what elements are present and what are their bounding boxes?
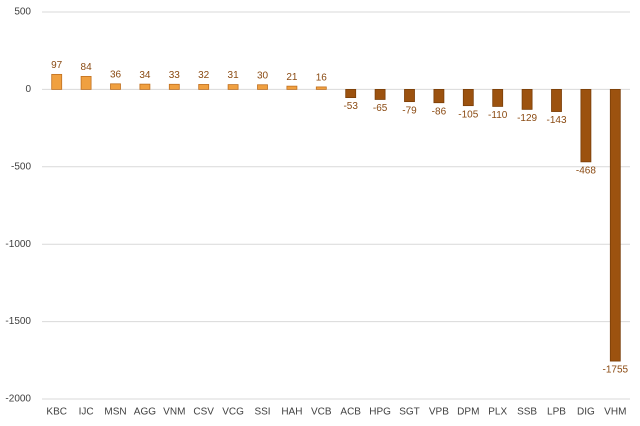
data-label: -1755 [603,365,629,376]
bar [198,84,210,90]
x-tick-label: CSV [193,407,214,418]
bar [345,89,357,99]
bar [257,84,268,90]
data-label: -129 [517,113,537,124]
data-label: -143 [546,115,566,126]
x-tick-label: SSI [254,407,270,418]
bar [580,89,592,163]
bar [286,85,298,90]
data-label: -53 [343,101,358,112]
x-tick-label: SSB [517,407,537,418]
x-tick-label: VPB [429,407,449,418]
x-tick-label: IJC [79,407,94,418]
bar [139,83,151,90]
x-tick-label: VHM [604,407,626,418]
bar [609,89,621,362]
bar [462,89,474,107]
y-tick-label: 500 [14,7,31,18]
data-label: 36 [110,69,122,80]
x-tick-label: ACB [340,407,361,418]
data-label: 32 [198,70,210,81]
bar [433,89,445,104]
data-label: 21 [286,72,298,83]
x-tick-label: DIG [577,407,595,418]
bar [110,83,121,90]
bar [374,89,386,100]
y-tick-label: -1500 [5,316,31,327]
bar [404,89,415,103]
y-tick-label: 0 [25,84,31,95]
data-label: -105 [458,109,478,120]
data-label: 33 [169,70,181,81]
y-tick-label: -1000 [5,239,31,250]
x-tick-label: LPB [547,407,566,418]
data-label: 30 [257,70,269,81]
bar [521,89,533,110]
y-tick-label: -500 [11,161,31,172]
x-tick-label: DPM [457,407,479,418]
x-tick-label: HPG [369,407,391,418]
bar [51,73,63,90]
bar [227,84,239,90]
data-label: 97 [51,60,63,71]
data-label: -86 [432,106,447,117]
data-label: -110 [488,110,508,121]
x-tick-label: MSN [104,407,126,418]
x-tick-label: AGG [134,407,156,418]
x-tick-label: HAH [281,407,302,418]
x-tick-label: KBC [46,407,67,418]
bar [168,83,180,90]
bar [551,89,562,112]
y-tick-label: -2000 [5,394,31,405]
bar [80,75,92,90]
data-label: 84 [81,62,93,73]
bar [315,86,327,90]
data-label: -468 [576,165,596,176]
bar [492,89,504,107]
x-tick-label: VCB [311,407,332,418]
x-tick-label: PLX [488,407,507,418]
data-label: 34 [139,70,151,81]
data-label: -79 [402,105,417,116]
data-label: 16 [316,73,328,84]
x-tick-label: VNM [163,407,185,418]
data-label: 31 [228,70,240,81]
x-tick-label: SGT [399,407,420,418]
data-label: -65 [373,103,388,114]
x-tick-label: VCG [222,407,244,418]
